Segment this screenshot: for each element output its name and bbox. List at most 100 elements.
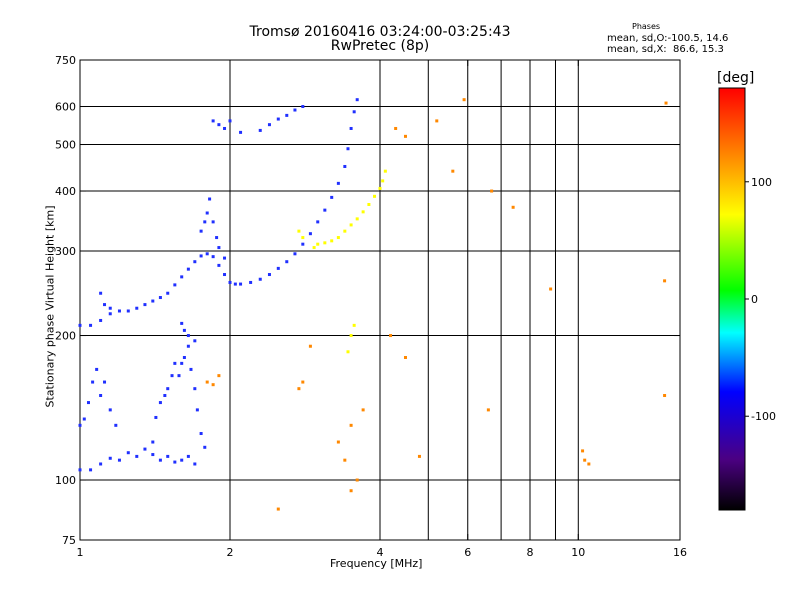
x-mode-point (381, 179, 385, 183)
o-mode-point (301, 105, 305, 109)
x-mode-point (346, 350, 350, 354)
o-mode-point (316, 220, 320, 224)
scattered-point (403, 355, 407, 359)
o-mode-point (158, 458, 162, 462)
scattered-point (664, 101, 668, 105)
o-mode-point (211, 119, 215, 123)
x-mode-point (297, 229, 301, 233)
scattered-point (549, 287, 553, 291)
scattered-point (276, 507, 280, 511)
o-mode-point (89, 323, 93, 327)
data-points (78, 98, 668, 511)
o-mode-point (166, 387, 170, 391)
o-mode-point (177, 374, 181, 378)
o-mode-point (233, 282, 237, 286)
o-mode-point (205, 211, 209, 215)
o-mode-point (267, 273, 271, 277)
y-tick-label: 750 (55, 54, 76, 67)
scattered-point (297, 387, 301, 391)
o-mode-point (117, 458, 121, 462)
o-mode-point (151, 440, 155, 444)
x-tick-label: 4 (377, 546, 384, 559)
scattered-point (394, 126, 398, 130)
colorbar-tick-label: -100 (751, 410, 776, 423)
o-mode-point (217, 263, 221, 267)
x-mode-point (301, 236, 305, 240)
scattered-point (451, 169, 455, 173)
x-mode-point (352, 323, 356, 327)
o-mode-point (293, 108, 297, 112)
o-mode-point (228, 280, 232, 284)
colorbar-rect (718, 87, 746, 511)
o-mode-point (186, 267, 190, 271)
o-mode-point (205, 252, 209, 256)
o-mode-point (108, 408, 112, 412)
o-mode-point (258, 277, 262, 281)
y-tick-label: 200 (55, 330, 76, 343)
colorbar-unit-label: [deg] (717, 70, 755, 86)
o-mode-point (193, 260, 197, 264)
o-mode-point (173, 283, 177, 287)
x-mode-point (383, 169, 387, 173)
o-mode-point (166, 291, 170, 295)
phases-x-stats: mean, sd,X: 86.6, 15.3 (607, 44, 724, 55)
y-tick-label: 100 (55, 474, 76, 487)
o-mode-point (355, 98, 359, 102)
o-mode-point (223, 273, 227, 277)
o-mode-point (239, 282, 243, 286)
o-mode-point (163, 394, 167, 398)
x-mode-point (355, 217, 359, 221)
o-mode-point (276, 266, 280, 270)
o-mode-point (180, 361, 184, 365)
scattered-point (663, 279, 667, 283)
o-mode-point (114, 423, 118, 427)
scattered-point (583, 458, 587, 462)
scattered-point (417, 454, 421, 458)
o-mode-point (78, 323, 82, 327)
o-mode-point (217, 246, 221, 250)
x-tick-label: 1 (77, 546, 84, 559)
o-mode-point (166, 454, 170, 458)
o-mode-point (285, 260, 289, 264)
o-mode-point (186, 454, 190, 458)
scattered-point (587, 462, 591, 466)
grid-lines (80, 60, 680, 540)
y-axis-ticks: 75 100 200 300 400 500 600 750 (55, 54, 680, 547)
o-mode-point (182, 328, 186, 332)
o-mode-point (346, 147, 350, 151)
x-mode-point (316, 242, 320, 246)
o-mode-point (135, 306, 139, 310)
x-mode-point (361, 210, 365, 214)
o-mode-point (215, 236, 219, 240)
y-tick-label: 300 (55, 245, 76, 258)
o-mode-point (170, 374, 174, 378)
scattered-point (389, 334, 393, 338)
o-mode-point (108, 312, 112, 316)
scattered-point (308, 344, 312, 348)
scattered-point (217, 374, 221, 378)
phase-colorbar: -100 0 100 (718, 87, 776, 511)
y-axis-label: Stationary phase Virtual Height [km] (43, 205, 57, 408)
o-mode-point (352, 110, 356, 114)
o-mode-point (154, 415, 158, 419)
o-mode-point (336, 181, 340, 185)
o-mode-point (158, 401, 162, 405)
scattered-point (343, 458, 347, 462)
x-mode-point (323, 241, 327, 245)
scattered-point (435, 119, 439, 123)
o-mode-point (308, 232, 312, 236)
o-mode-point (239, 130, 243, 134)
o-mode-point (293, 252, 297, 256)
o-mode-point (301, 242, 305, 246)
scattered-point (301, 380, 305, 384)
o-mode-point (135, 454, 139, 458)
x-tick-label: 8 (527, 546, 534, 559)
scattered-point (490, 189, 494, 193)
o-mode-point (276, 117, 280, 121)
scattered-point (355, 478, 359, 482)
o-mode-point (126, 451, 130, 455)
o-mode-point (199, 432, 203, 436)
scattered-point (486, 408, 490, 412)
o-mode-point (211, 255, 215, 259)
x-tick-label: 2 (227, 546, 234, 559)
